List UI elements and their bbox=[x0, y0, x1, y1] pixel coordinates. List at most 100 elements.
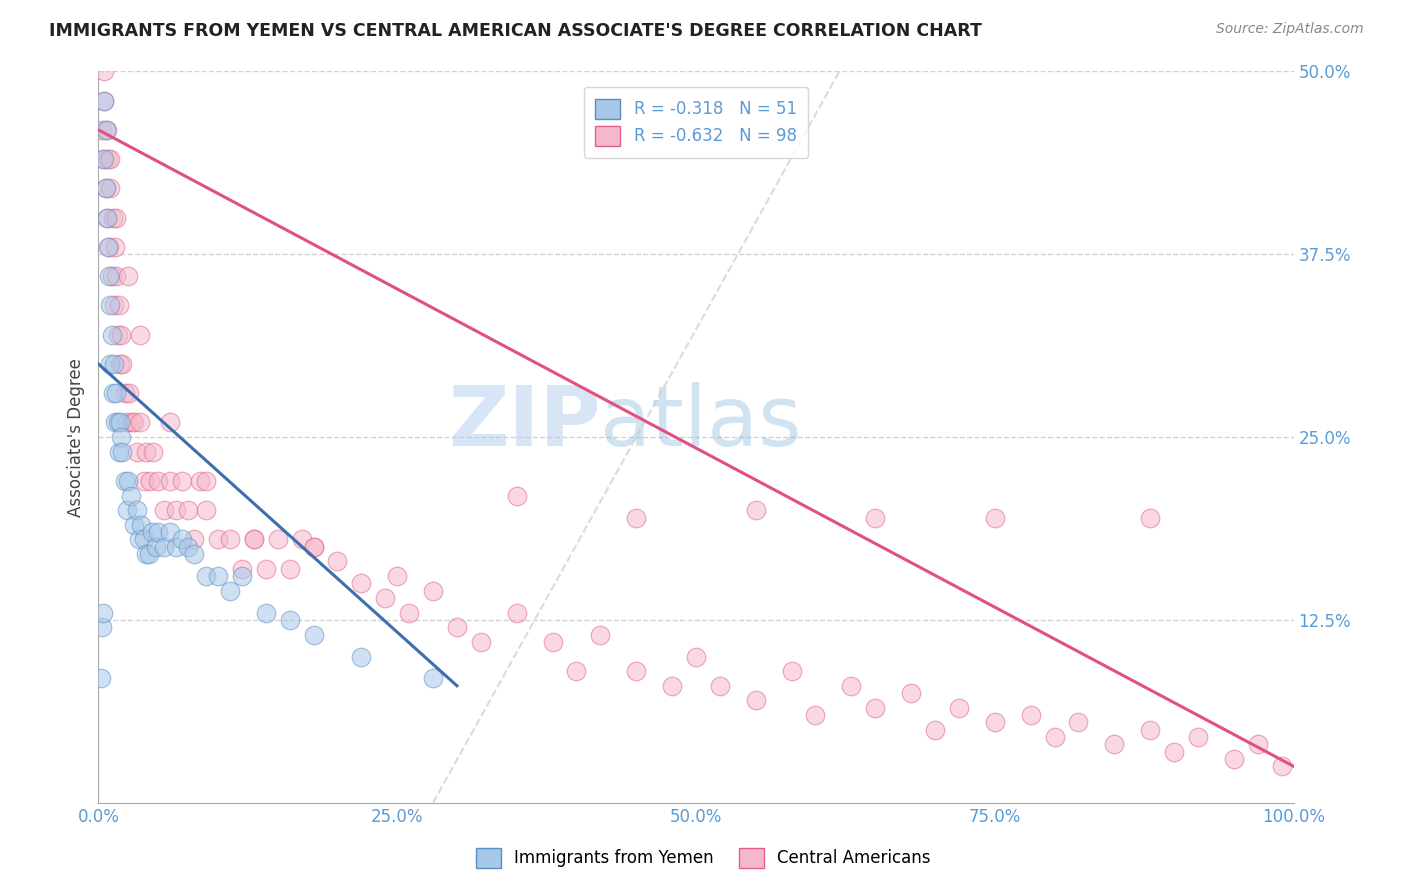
Point bbox=[207, 533, 229, 547]
Point bbox=[1043, 730, 1066, 744]
Point bbox=[302, 540, 325, 554]
Point bbox=[1271, 759, 1294, 773]
Point bbox=[108, 416, 131, 430]
Point bbox=[1104, 737, 1126, 751]
Point bbox=[96, 211, 118, 225]
Point bbox=[91, 606, 114, 620]
Point bbox=[254, 562, 277, 576]
Point bbox=[948, 700, 970, 714]
Point bbox=[91, 620, 114, 634]
Point bbox=[125, 503, 148, 517]
Point bbox=[148, 525, 170, 540]
Point bbox=[121, 416, 143, 430]
Point bbox=[129, 416, 152, 430]
Point bbox=[385, 569, 409, 583]
Point bbox=[446, 620, 468, 634]
Point bbox=[91, 123, 114, 137]
Point bbox=[98, 298, 122, 312]
Point bbox=[104, 240, 127, 254]
Point bbox=[984, 510, 1007, 524]
Point bbox=[94, 123, 117, 137]
Point bbox=[94, 181, 117, 195]
Point bbox=[125, 444, 148, 458]
Point bbox=[165, 540, 187, 554]
Point bbox=[107, 298, 129, 312]
Point bbox=[302, 540, 325, 554]
Point bbox=[101, 386, 124, 401]
Point bbox=[111, 357, 134, 371]
Point bbox=[93, 94, 115, 108]
Point bbox=[1139, 510, 1161, 524]
Point bbox=[117, 474, 139, 488]
Point bbox=[117, 269, 139, 284]
Point bbox=[96, 211, 118, 225]
Point bbox=[107, 327, 129, 342]
Point bbox=[219, 583, 242, 598]
Point bbox=[159, 416, 181, 430]
Point bbox=[804, 708, 827, 723]
Point bbox=[96, 123, 118, 137]
Point bbox=[138, 547, 160, 561]
Point bbox=[1139, 723, 1161, 737]
Point bbox=[506, 489, 529, 503]
Point bbox=[350, 576, 373, 591]
Point bbox=[93, 94, 115, 108]
Point bbox=[900, 686, 922, 700]
Point bbox=[685, 649, 707, 664]
Point bbox=[94, 181, 117, 195]
Point bbox=[97, 240, 120, 254]
Point bbox=[172, 533, 194, 547]
Point bbox=[105, 269, 128, 284]
Point bbox=[159, 474, 181, 488]
Point bbox=[91, 152, 114, 166]
Point bbox=[219, 533, 242, 547]
Point bbox=[107, 444, 129, 458]
Point bbox=[120, 489, 142, 503]
Point bbox=[924, 723, 946, 737]
Point bbox=[135, 547, 157, 561]
Point bbox=[132, 533, 155, 547]
Point bbox=[565, 664, 588, 678]
Point bbox=[470, 635, 492, 649]
Point bbox=[626, 510, 648, 524]
Point bbox=[984, 715, 1007, 730]
Point bbox=[98, 240, 121, 254]
Point bbox=[1067, 715, 1090, 730]
Point bbox=[98, 357, 122, 371]
Point bbox=[97, 152, 120, 166]
Legend: Immigrants from Yemen, Central Americans: Immigrants from Yemen, Central Americans bbox=[470, 841, 936, 875]
Point bbox=[104, 416, 127, 430]
Point bbox=[93, 152, 115, 166]
Point bbox=[139, 474, 162, 488]
Point bbox=[110, 327, 132, 342]
Point bbox=[195, 503, 218, 517]
Text: ZIP: ZIP bbox=[449, 382, 600, 463]
Point bbox=[135, 444, 157, 458]
Point bbox=[231, 569, 253, 583]
Point bbox=[398, 606, 420, 620]
Point bbox=[541, 635, 564, 649]
Point bbox=[326, 554, 349, 568]
Point bbox=[111, 444, 134, 458]
Point bbox=[98, 152, 122, 166]
Point bbox=[302, 627, 325, 641]
Point bbox=[115, 416, 138, 430]
Point bbox=[188, 474, 211, 488]
Point bbox=[183, 547, 205, 561]
Point bbox=[153, 503, 176, 517]
Point bbox=[105, 211, 128, 225]
Point bbox=[374, 591, 396, 605]
Point bbox=[105, 386, 128, 401]
Point bbox=[159, 525, 181, 540]
Point bbox=[1187, 730, 1209, 744]
Point bbox=[661, 679, 683, 693]
Point bbox=[177, 540, 200, 554]
Point bbox=[1247, 737, 1270, 751]
Point bbox=[165, 503, 187, 517]
Point bbox=[107, 416, 129, 430]
Point bbox=[118, 386, 141, 401]
Point bbox=[145, 540, 167, 554]
Point bbox=[195, 569, 218, 583]
Point bbox=[124, 416, 146, 430]
Point bbox=[865, 510, 887, 524]
